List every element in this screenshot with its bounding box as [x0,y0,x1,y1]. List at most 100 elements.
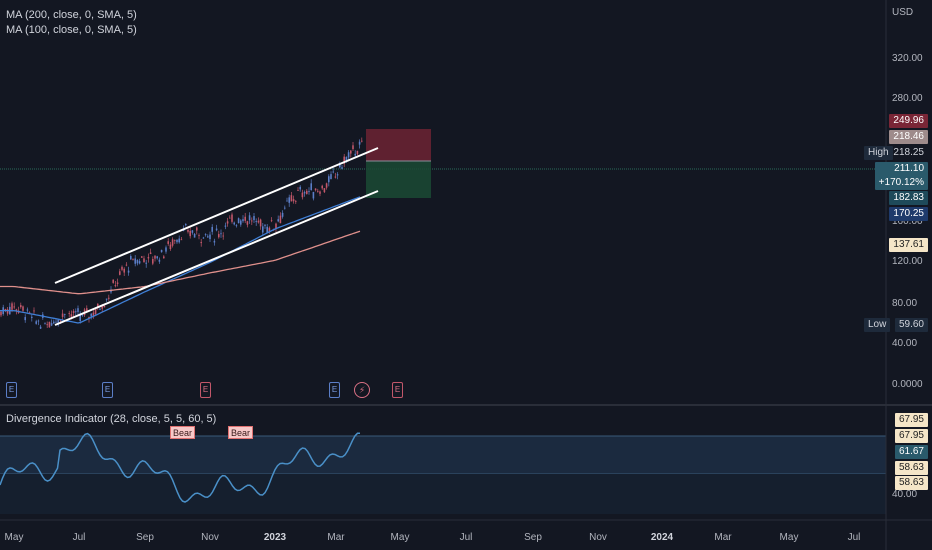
price-tag-last: 211.10 +170.12% [874,162,928,190]
candle-body [46,324,48,326]
time-label: May [779,532,799,543]
time-label: Nov [589,532,607,543]
time-label: May [4,532,24,543]
candle-body [211,226,213,232]
candle-body [6,309,9,314]
candle-body [317,190,319,192]
candle-body [31,316,33,318]
candle-body [193,233,196,238]
candle-body [33,310,35,312]
candle-body [79,313,81,321]
candle-body [136,259,139,264]
candle-body [185,224,187,226]
candle-body [0,311,2,316]
candle-body [358,141,361,145]
candle-body [48,321,51,328]
price-tag-low: 59.60 [894,318,928,332]
candle-body [123,268,125,273]
earnings-event-icon[interactable]: E [200,382,211,398]
earnings-event-icon[interactable]: E [102,382,113,398]
candle-body [130,256,132,260]
osc-tag: 67.95 [894,429,928,443]
candle-body [44,323,46,325]
candle-body [226,221,229,224]
candle-body [90,313,92,317]
candle-body [275,223,277,229]
candle-body [132,259,134,261]
earnings-event-icon[interactable]: E [6,382,17,398]
candle-body [86,308,88,313]
price-tick: 160.00 [892,216,923,227]
risk-zone [366,129,431,161]
candle-body [361,140,363,142]
time-label: Sep [524,532,542,543]
osc-band [0,436,886,474]
candle-body [174,240,176,242]
candle-body [105,298,108,300]
high-label: High [864,146,893,160]
channel-upper-line [54,147,379,284]
candle-body [103,305,106,308]
candle-body [70,314,73,317]
candle-body [171,239,174,246]
candle-body [101,306,103,309]
ma200-line [0,230,361,295]
candle-body [64,313,66,315]
price-tag-ma200: 137.61 [889,238,928,252]
candle-body [222,235,224,237]
bear-signal-badge: Bear [170,426,196,439]
candle-body [178,238,180,243]
candle-body [149,252,152,254]
candle-body [147,257,150,259]
candle-body [160,249,163,253]
candle-body [240,220,242,225]
price-tick: 320.00 [892,53,923,64]
candle-body [306,190,308,194]
earnings-event-icon[interactable]: E [392,382,403,398]
candle-body [299,186,301,190]
time-label: Sep [136,532,154,543]
candle-body [4,309,7,311]
osc-tag: 67.95 [894,413,928,427]
candle-body [341,167,343,169]
earnings-event-icon[interactable]: E [329,382,340,398]
candle-body [94,308,97,315]
time-label: Mar [327,532,345,543]
legend-divergence[interactable]: Divergence Indicator (28, close, 5, 5, 6… [6,413,217,425]
candle-body [244,216,246,221]
legend-ma200[interactable]: MA (200, close, 0, SMA, 5) [6,9,137,21]
candle-body [72,311,75,313]
candle-body [20,305,22,308]
ma-lines-group [0,196,361,324]
low-label: Low [864,318,891,332]
candle-body [99,308,101,310]
candle-body [332,171,334,173]
candle-body [26,309,29,311]
candle-body [154,255,156,259]
candle-body [242,219,244,222]
candle-body [314,188,317,191]
candle-body [286,200,288,202]
candle-body [257,220,260,223]
legend-ma100[interactable]: MA (100, close, 0, SMA, 5) [6,24,137,36]
channel-lower-line [54,190,379,326]
price-tag-entry: 218.46 [889,130,928,144]
candle-body [354,153,356,156]
candle-body [200,242,202,244]
candle-body [114,285,117,287]
candle-body [301,192,304,198]
candle-body [61,313,64,317]
candle-body [218,234,220,238]
dividend-event-icon[interactable]: ⚡ [354,382,370,398]
candle-body [319,191,321,194]
bear-signal-badge: Bear [228,426,254,439]
candle-body [264,224,266,226]
candle-body [270,220,273,222]
candle-body [268,227,271,232]
candle-body [22,306,24,311]
candle-body [119,271,121,275]
candle-body [259,219,262,227]
candle-body [231,214,233,222]
